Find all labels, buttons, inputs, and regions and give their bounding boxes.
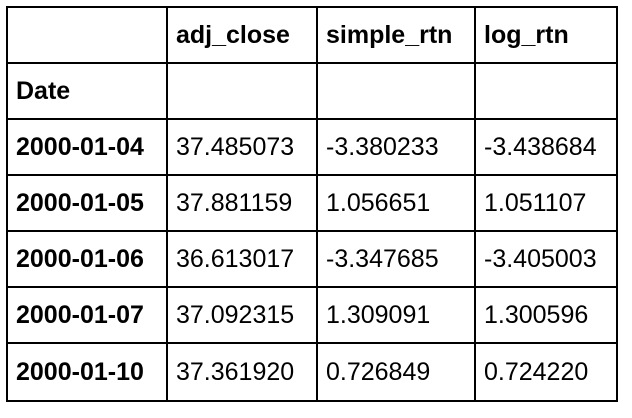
row-index-date: 2000-01-04 [6,118,168,176]
column-header-row: adj_close simple_rtn log_rtn [6,6,618,64]
empty-header-cell [474,62,618,120]
cell-adj-close: 37.485073 [166,118,318,176]
cell-adj-close: 37.881159 [166,174,318,232]
cell-simple-rtn: -3.380233 [316,118,476,176]
column-header-adj-close: adj_close [166,6,318,64]
cell-adj-close: 37.361920 [166,342,318,402]
table-row: 2000-01-07 37.092315 1.309091 1.300596 [6,286,618,344]
row-index-date: 2000-01-05 [6,174,168,232]
dataframe-table: adj_close simple_rtn log_rtn Date 2000-0… [6,6,618,402]
empty-header-cell [316,62,476,120]
cell-simple-rtn: 0.726849 [316,342,476,402]
cell-simple-rtn: 1.309091 [316,286,476,344]
cell-adj-close: 36.613017 [166,230,318,288]
cell-adj-close: 37.092315 [166,286,318,344]
table-row: 2000-01-04 37.485073 -3.380233 -3.438684 [6,118,618,176]
cell-log-rtn: -3.405003 [474,230,618,288]
row-index-date: 2000-01-07 [6,286,168,344]
empty-header-cell [166,62,318,120]
cell-log-rtn: -3.438684 [474,118,618,176]
cell-simple-rtn: 1.056651 [316,174,476,232]
corner-cell [6,6,168,64]
cell-simple-rtn: -3.347685 [316,230,476,288]
table-row: 2000-01-10 37.361920 0.726849 0.724220 [6,342,618,402]
index-name-cell: Date [6,62,168,120]
row-index-date: 2000-01-10 [6,342,168,402]
cell-log-rtn: 1.300596 [474,286,618,344]
table-row: 2000-01-05 37.881159 1.056651 1.051107 [6,174,618,232]
index-name-row: Date [6,62,618,120]
row-index-date: 2000-01-06 [6,230,168,288]
column-header-simple-rtn: simple_rtn [316,6,476,64]
table-row: 2000-01-06 36.613017 -3.347685 -3.405003 [6,230,618,288]
column-header-log-rtn: log_rtn [474,6,618,64]
cell-log-rtn: 0.724220 [474,342,618,402]
cell-log-rtn: 1.051107 [474,174,618,232]
